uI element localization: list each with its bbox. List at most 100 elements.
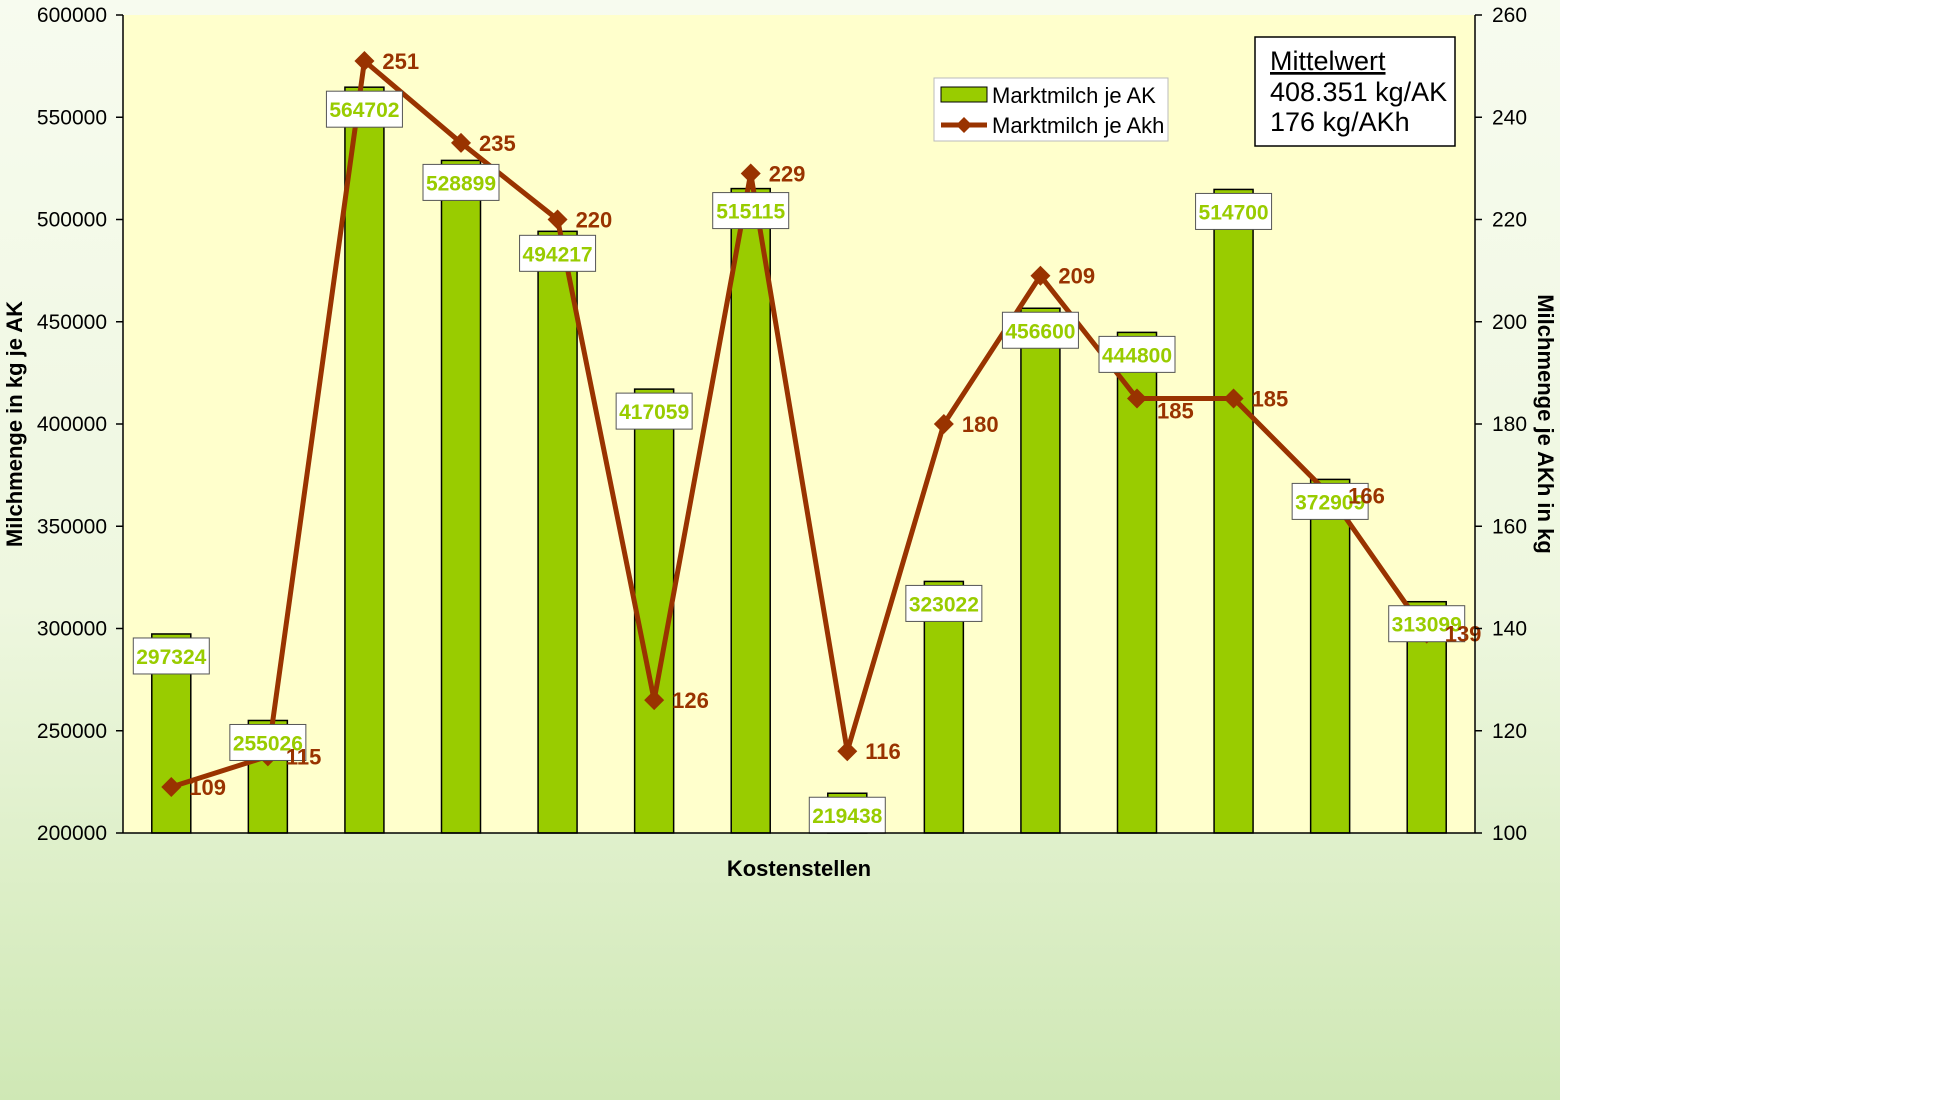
bar-data-label: 323022 <box>905 584 983 622</box>
bar-data-label: 456600 <box>1001 311 1079 349</box>
bar-label-text: 297324 <box>136 646 206 669</box>
bar-data-label: 494217 <box>519 234 597 272</box>
bar-label-box <box>325 90 403 128</box>
x-axis-title: Kostenstellen <box>727 856 871 881</box>
bar-data-label: 515115 <box>712 192 790 230</box>
line-data-label: 115 <box>286 744 322 769</box>
bar <box>1213 188 1254 834</box>
bar-label-box <box>519 234 597 272</box>
line-point <box>1223 388 1244 409</box>
line-data-label: 185 <box>1157 398 1194 423</box>
bar-data-label: 417059 <box>615 392 693 430</box>
bar-label-text: 528899 <box>426 172 496 195</box>
bar-label-text: 514700 <box>1199 201 1269 224</box>
bar-label-box <box>422 163 500 201</box>
line-data-label: 229 <box>769 161 806 186</box>
bar <box>440 159 482 834</box>
mean-line-1: 408.351 kg/AK <box>1270 77 1447 107</box>
line-point <box>644 690 665 711</box>
right-tick-label: 180 <box>1492 413 1527 436</box>
left-tick-label: 600000 <box>37 4 107 27</box>
combo-chart: 297324 255026 564702 528899 494217 417059 5151… <box>2 4 1558 881</box>
bar-data-label: 219438 <box>808 796 886 834</box>
bar-label-box <box>132 637 210 675</box>
bar-label-box <box>615 392 693 430</box>
legend-line-label: Marktmilch je Akh <box>992 113 1164 138</box>
left-axis-title: Milchmenge in kg je AK <box>2 301 27 547</box>
line-point <box>837 741 858 762</box>
right-tick-label: 100 <box>1492 822 1527 845</box>
bar-label-text: 255026 <box>233 732 303 755</box>
left-tick-label: 400000 <box>37 413 107 436</box>
bar-label-box <box>712 192 790 230</box>
right-axis-title: Milchmenge je AKh in kg <box>1533 294 1558 554</box>
bar-data-label: 255026 <box>229 723 307 761</box>
chart-container: 297324 255026 564702 528899 494217 417059 5151… <box>0 0 1560 1100</box>
bar <box>923 580 965 834</box>
bar-data-label: 297324 <box>132 637 210 675</box>
bar-label-text: 444800 <box>1102 344 1172 367</box>
bar <box>344 86 385 834</box>
line-data-label: 185 <box>1252 386 1289 411</box>
line-data-label: 166 <box>1348 484 1385 509</box>
bar-label-box <box>229 723 307 761</box>
line-data-label: 126 <box>672 688 709 713</box>
line-data-label: 180 <box>962 412 999 437</box>
bar-label-text: 323022 <box>909 593 979 616</box>
legend-line-marker <box>956 117 972 133</box>
bar-label-text: 456600 <box>1005 320 1075 343</box>
bar-label-box <box>1098 335 1176 373</box>
bar <box>537 230 578 834</box>
line-point <box>161 776 182 797</box>
left-tick-label: 300000 <box>37 618 107 641</box>
bar <box>1309 478 1351 834</box>
bar-label-box <box>1195 192 1273 230</box>
line-point <box>933 414 954 434</box>
line-data-label: 220 <box>576 208 613 233</box>
series-line <box>170 58 1429 790</box>
bar-label-text: 564702 <box>329 99 399 122</box>
right-tick-label: 200 <box>1492 311 1527 334</box>
bar-label-box <box>1001 311 1079 349</box>
right-tick-label: 140 <box>1492 618 1527 641</box>
line-data-label: 109 <box>189 775 226 800</box>
left-axis-ticks: 200000 250000 300000 350000 400000 450000 5000… <box>37 4 123 845</box>
bar-data-label: 313099 <box>1388 605 1466 643</box>
mean-box <box>1254 36 1456 147</box>
bar <box>1020 307 1061 834</box>
line-data-label: 209 <box>1058 264 1095 289</box>
line-point <box>451 132 471 153</box>
left-tick-label: 450000 <box>37 311 107 334</box>
right-tick-label: 120 <box>1492 720 1527 743</box>
right-tick-label: 260 <box>1492 4 1527 27</box>
bar-label-text: 515115 <box>716 201 785 224</box>
bar-data-label: 514700 <box>1195 192 1273 230</box>
bar <box>633 388 675 834</box>
line-point <box>1127 388 1147 409</box>
bar-label-box <box>1388 605 1466 643</box>
bar-label-text: 494217 <box>523 243 593 266</box>
line-data-label: 235 <box>479 131 516 156</box>
mean-line-2: 176 kg/AKh <box>1270 107 1410 137</box>
mean-title: Mittelwert <box>1270 46 1386 76</box>
left-tick-label: 550000 <box>37 106 107 129</box>
line-point <box>740 163 761 184</box>
legend-bar-label: Marktmilch je AK <box>992 83 1156 108</box>
right-tick-label: 160 <box>1492 515 1527 538</box>
bar-data-label: 564702 <box>325 90 403 128</box>
right-tick-label: 240 <box>1492 106 1527 129</box>
line-data-label: 251 <box>382 49 419 74</box>
bar-labels-layer: 297324 255026 564702 528899 494217 417059 5151… <box>132 90 1466 834</box>
left-tick-label: 350000 <box>37 515 107 538</box>
left-tick-label: 250000 <box>37 720 107 743</box>
bar-label-text: 372909 <box>1295 491 1365 514</box>
line-point <box>547 209 568 230</box>
bar-label-box <box>905 584 983 622</box>
right-tick-label: 220 <box>1492 209 1527 232</box>
bar-label-box <box>1291 482 1369 520</box>
left-tick-label: 200000 <box>37 822 107 845</box>
bar <box>730 187 771 834</box>
line-data-label: 116 <box>865 739 901 764</box>
left-tick-label: 500000 <box>37 209 107 232</box>
mean-annotation: Mittelwert 408.351 kg/AK 176 kg/AKh <box>1254 36 1456 147</box>
